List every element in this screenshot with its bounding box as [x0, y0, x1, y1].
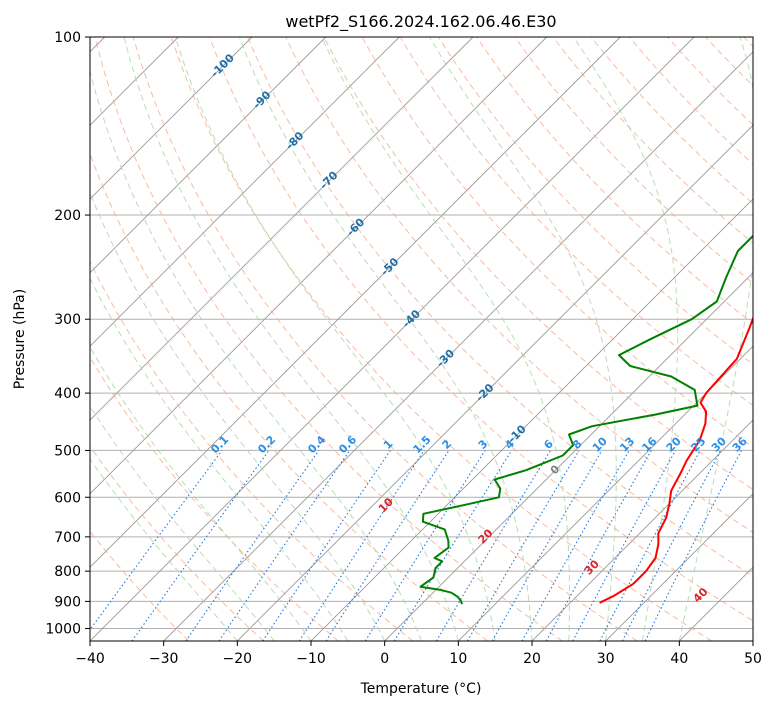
x-tick-label: −40 — [75, 651, 105, 667]
y-axis-title: Pressure (hPa) — [12, 289, 28, 389]
dry-adiabat-line — [590, 37, 753, 205]
profile-lines — [419, 234, 753, 605]
y-tick-label: 500 — [54, 443, 81, 459]
moist-adiabat-line — [90, 69, 422, 641]
isotherm-line — [90, 37, 400, 347]
x-tick-label: −30 — [149, 651, 179, 667]
dry-adiabat-line — [628, 37, 753, 165]
isotherm-line — [605, 493, 753, 641]
dry-adiabat-line — [476, 37, 753, 325]
y-tick-label: 700 — [54, 530, 81, 546]
chart-title: wetPf2_S166.2024.162.06.46.E30 — [285, 12, 556, 32]
x-axis-ticks: −40 −30 −20 −10 0 10 20 30 40 50 — [75, 641, 762, 667]
y-tick-label: 900 — [54, 594, 81, 610]
x-tick-label: 20 — [523, 651, 541, 667]
y-axis-ticks: 100 200 300 400 500 600 700 800 900 1000 — [45, 30, 90, 637]
mixing-ratio-line — [325, 450, 450, 641]
dry-adiabat-line — [94, 37, 563, 641]
plot-frame — [89, 36, 754, 642]
dry-adiabat-line — [170, 37, 712, 641]
x-axis-title: Temperature (°C) — [360, 681, 482, 697]
mixing-ratio-line — [467, 450, 580, 641]
isotherm-line — [457, 345, 753, 641]
mixing-ratio-line — [131, 450, 270, 641]
moist-adiabat-line — [90, 277, 349, 641]
moist-adiabat-line — [678, 37, 753, 641]
x-tick-label: 10 — [449, 651, 467, 667]
temperature-profile-line — [599, 315, 753, 604]
isotherm-line — [90, 37, 253, 200]
mixing-ratio-line — [90, 450, 223, 631]
moist-adiabat-line — [174, 37, 496, 641]
moist-adiabat-line — [321, 37, 571, 641]
moist-adiabat-line — [123, 37, 459, 641]
dry-adiabat-lines — [90, 37, 753, 641]
dry-adiabat-line — [90, 260, 414, 641]
y-tick-label: 1000 — [45, 621, 81, 637]
mixing-ratio-line — [521, 450, 630, 641]
moist-adiabat-line — [573, 37, 679, 641]
dry-adiabat-line — [514, 37, 753, 284]
y-tick-label: 100 — [54, 30, 81, 46]
x-tick-label: 50 — [744, 651, 762, 667]
isotherm-line — [236, 124, 753, 641]
dewpoint-profile-line — [419, 234, 753, 605]
mixing-ratio-line — [491, 450, 603, 641]
mixing-ratio-line — [393, 450, 513, 641]
moist-adiabat-line — [429, 37, 617, 641]
dry-adiabat-line — [90, 445, 264, 641]
isotherm-line — [90, 37, 474, 421]
mixing-ratio-line — [545, 450, 652, 641]
isotherm-line — [90, 37, 548, 495]
x-tick-label: −20 — [223, 651, 253, 667]
mixing-ratio-line — [218, 450, 351, 641]
isotherm-line — [90, 37, 327, 274]
moist-adiabat-line — [90, 346, 312, 641]
dry-adiabat-line — [399, 37, 753, 406]
dry-adiabat-line — [323, 37, 753, 491]
dry-adiabat-line — [247, 37, 753, 577]
moist-adiabat-line — [90, 405, 275, 641]
y-tick-label: 600 — [54, 490, 81, 506]
x-tick-label: 40 — [670, 651, 688, 667]
plot-area — [90, 37, 753, 641]
isotherm-lines — [90, 37, 753, 641]
x-tick-label: 0 — [380, 651, 389, 667]
mixing-ratio-line — [435, 450, 552, 641]
isotherm-line — [90, 37, 621, 568]
y-tick-label: 800 — [54, 564, 81, 580]
x-tick-label: 30 — [597, 651, 615, 667]
moist-adiabat-line — [90, 191, 386, 641]
y-tick-label: 400 — [54, 386, 81, 402]
moist-adiabat-lines — [90, 37, 753, 641]
isotherm-line — [163, 51, 753, 641]
isotherm-line — [531, 419, 753, 641]
moist-adiabat-line — [238, 37, 533, 641]
y-tick-label: 300 — [54, 312, 81, 328]
mixing-ratio-lines — [90, 450, 742, 641]
dry-adiabat-line — [209, 37, 753, 622]
moist-adiabat-line — [90, 458, 238, 641]
mixing-ratio-line — [364, 450, 486, 641]
dry-adiabat-line — [132, 37, 638, 641]
mixing-ratio-line — [572, 450, 676, 641]
x-tick-label: −10 — [296, 651, 326, 667]
isotherm-line — [384, 272, 753, 641]
y-tick-label: 200 — [54, 208, 81, 224]
dry-adiabat-line — [361, 37, 753, 448]
